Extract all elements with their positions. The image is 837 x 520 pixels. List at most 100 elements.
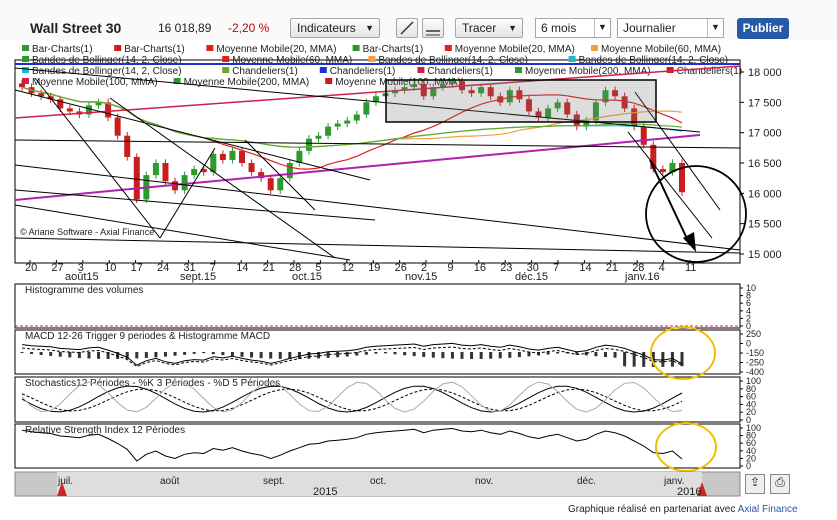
target-circle: [645, 165, 747, 263]
candle-body: [181, 175, 188, 191]
legend-swatch: [666, 67, 674, 73]
macd-histogram-bar: [317, 352, 321, 359]
macd-histogram-bar: [374, 352, 378, 354]
candle-body: [669, 163, 676, 173]
falling-trend-line: [14, 189, 376, 221]
macd-histogram-bar: [154, 352, 158, 358]
legend-swatch: [319, 67, 327, 73]
month-label: déc.15: [515, 271, 548, 283]
rsi-tick-label: 60: [746, 438, 756, 448]
stoch-tick-label: 20: [746, 407, 756, 417]
candlestick: [277, 174, 284, 194]
footer-link[interactable]: Axial Finance: [737, 504, 798, 515]
date-tick-label: 14: [236, 262, 248, 274]
chevron-down-icon: ▼: [594, 19, 610, 37]
price-tick-label: 17 000: [748, 128, 782, 140]
candlestick: [468, 86, 475, 97]
instrument-title: Wall Street 30: [30, 20, 122, 36]
candle-body: [286, 163, 293, 179]
candlestick: [545, 104, 552, 122]
navigator-month-label: déc.: [577, 476, 596, 487]
date-tick-label: 24: [157, 262, 169, 274]
price-tick-label: 17 500: [748, 97, 782, 109]
macd-highlight-circle: [650, 326, 716, 380]
candle-body: [57, 99, 64, 109]
publish-button[interactable]: Publier: [737, 18, 789, 39]
trace-button[interactable]: Tracer ▼: [455, 18, 523, 38]
candle-body: [602, 90, 609, 103]
candlestick: [114, 113, 121, 140]
diagonal-line-icon: [400, 21, 414, 35]
legend-swatch: [515, 67, 522, 73]
indicators-label: Indicateurs: [297, 21, 356, 35]
legend-swatch: [222, 67, 230, 73]
down-arrow-icon: [649, 159, 691, 246]
stochastic-d-line: [21, 388, 683, 412]
legend-label: Bandes de Bollinger(14, 2, Close): [32, 66, 182, 77]
candlestick: [430, 83, 437, 100]
candlestick: [564, 98, 571, 119]
legend-label: Chandeliers(1): [330, 66, 396, 77]
macd-histogram-bar: [144, 352, 148, 358]
candle-body: [545, 108, 552, 118]
date-tick-label: 28: [289, 262, 301, 274]
draw-line-button[interactable]: [396, 18, 418, 38]
legend-swatch: [444, 45, 452, 51]
macd-histogram-bar: [537, 352, 541, 356]
candlestick: [478, 83, 485, 97]
legend-label: Moyenne Mobile(100, MMA): [32, 77, 158, 88]
draw-channel-button[interactable]: [422, 18, 444, 38]
month-label: sept.15: [180, 271, 216, 283]
date-tick-label: 2: [421, 262, 427, 274]
navigator-month-label: juil.: [57, 476, 73, 487]
macd-histogram-bar: [97, 352, 101, 359]
date-tick-label: 28: [632, 262, 644, 274]
candlestick: [305, 135, 312, 155]
navigator-month-label: nov.: [475, 476, 493, 487]
candlestick: [57, 95, 64, 113]
volume-tick-label: 10: [746, 283, 756, 293]
date-tick-label: 31: [183, 262, 195, 274]
macd-tick-label: -400: [746, 367, 764, 377]
diagonal-line: [109, 97, 336, 259]
legend-label: Chandeliers(1): [427, 66, 493, 77]
candle-body: [200, 169, 207, 173]
legend-swatch: [417, 67, 425, 73]
candle-body: [344, 120, 351, 124]
parallel-lines-icon: [426, 30, 440, 36]
candle-body: [114, 117, 121, 136]
candle-body: [152, 163, 159, 176]
period-select[interactable]: 6 mois ▼: [535, 18, 611, 38]
volume-panel: [14, 283, 741, 329]
candle-body: [525, 99, 532, 112]
candle-body: [411, 84, 418, 88]
legend-swatch: [114, 45, 122, 51]
export-button[interactable]: ⇪: [745, 474, 765, 494]
indicators-button[interactable]: Indicateurs ▼: [290, 18, 380, 38]
macd-histogram-bar: [441, 352, 445, 359]
macd-histogram-bar: [431, 352, 435, 358]
candlestick: [353, 110, 360, 125]
candlestick: [344, 116, 351, 128]
legend-swatch: [22, 67, 29, 73]
candle-body: [583, 120, 590, 127]
legend-swatch: [22, 78, 29, 84]
rsi-highlight-circle: [655, 422, 717, 472]
candle-body: [315, 135, 322, 139]
macd-line: [21, 342, 683, 366]
print-button[interactable]: ⎙: [770, 474, 790, 494]
candlestick: [325, 122, 332, 140]
date-tick-label: 27: [51, 262, 63, 274]
navigator-month-label: oct.: [370, 476, 386, 487]
date-tick-label: 9: [447, 262, 453, 274]
date-tick-label: 23: [500, 262, 512, 274]
volume-tick-label: 2: [746, 313, 751, 323]
candlestick: [439, 80, 446, 91]
falling-trend-line: [14, 164, 741, 251]
legend-label: Bar-Charts(1): [32, 44, 93, 55]
candlestick: [525, 95, 532, 116]
legend-swatch: [591, 45, 598, 51]
interval-select[interactable]: Journalier ▼: [617, 18, 724, 38]
navigator-year-label: 2015: [313, 486, 337, 498]
candlestick: [105, 98, 112, 122]
